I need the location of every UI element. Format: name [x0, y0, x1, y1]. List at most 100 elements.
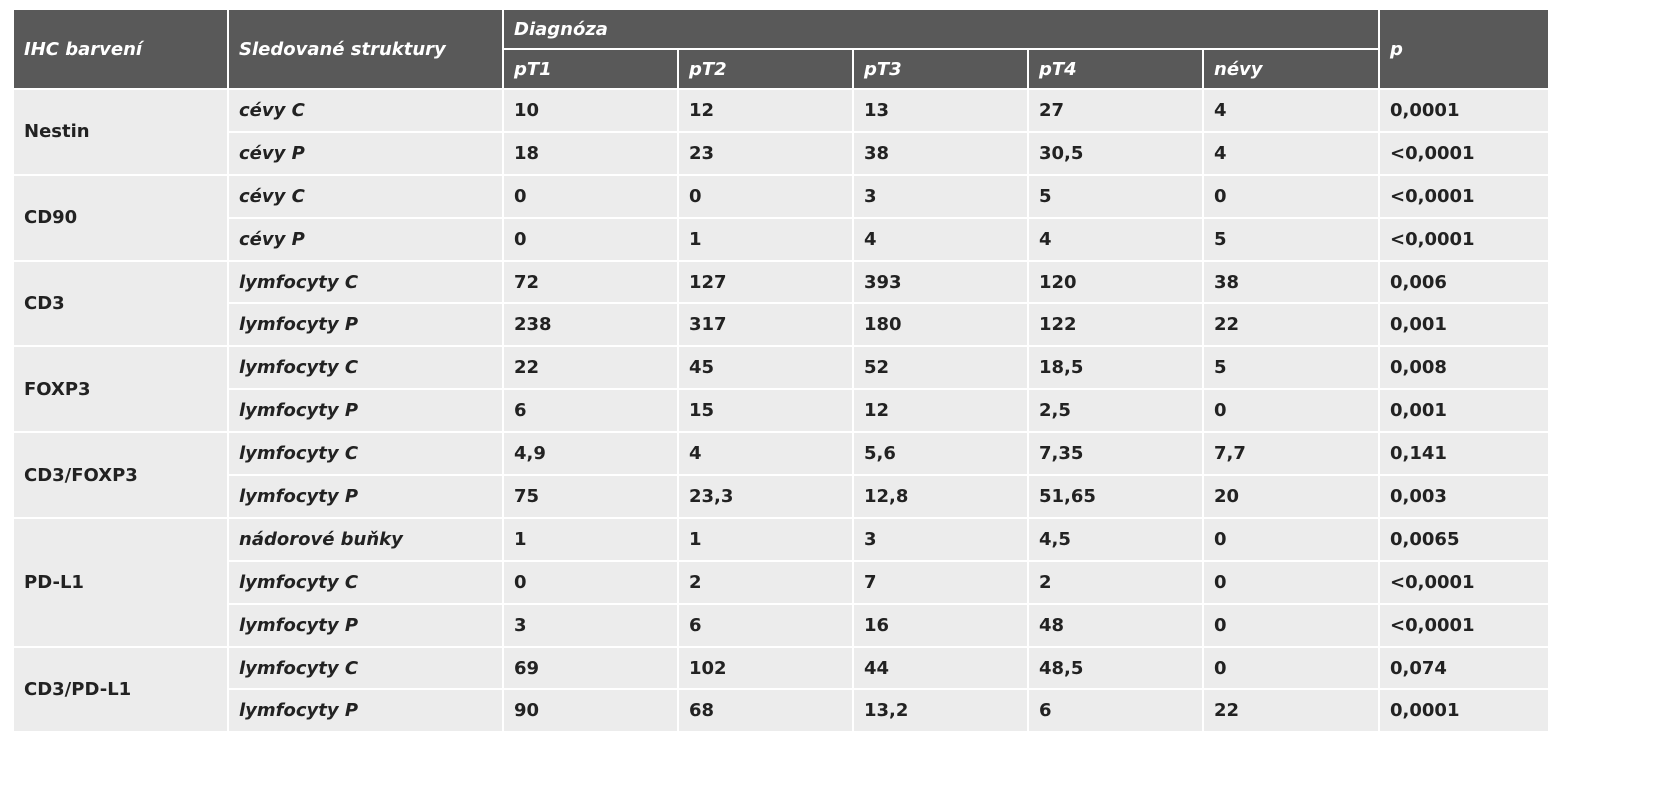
results-table: IHC barvení Sledované struktury Diagnóza… — [12, 8, 1551, 734]
value-cell: 7 — [852, 559, 1029, 605]
structure-cell: lymfocyty P — [227, 474, 504, 519]
value-cell: 18 — [502, 130, 679, 176]
table-row: CD3/FOXP3 lymfocyty C 4,9 4 5,6 7,35 7,7 0,141 — [12, 431, 1551, 519]
value-cell: 13 — [852, 88, 1029, 133]
value-cell: 52 — [852, 345, 1029, 391]
p-cell: <0,0001 — [1378, 602, 1551, 648]
value-cell: 4 — [1201, 88, 1381, 133]
value-cell: 72 — [502, 259, 679, 305]
value-cell: 3 — [852, 516, 1029, 562]
value-cell: 18,5 — [1027, 345, 1204, 391]
table-row: CD90 cévy C 0 0 3 5 0 <0,0001 — [12, 173, 1551, 262]
value-cell: 0 — [1201, 516, 1381, 562]
header-cell: Sledované struktury — [227, 8, 504, 90]
header-cell: p — [1378, 8, 1551, 90]
p-cell: 0,0001 — [1378, 688, 1551, 734]
value-cell: 44 — [852, 645, 1029, 691]
value-cell: 238 — [502, 302, 679, 348]
group-cell: CD90 — [12, 173, 229, 262]
value-cell: 0 — [1201, 173, 1381, 219]
table-row: lymfocyty C 0 2 7 2 0 <0,0001 — [13, 559, 1551, 605]
value-cell: 4,5 — [1027, 516, 1204, 562]
value-cell: 4 — [1027, 216, 1204, 262]
value-cell: 38 — [1201, 259, 1381, 305]
structure-cell: cévy P — [227, 130, 504, 176]
value-cell: 4 — [852, 216, 1029, 262]
p-cell: <0,0001 — [1378, 173, 1551, 219]
value-cell: 6 — [502, 388, 679, 434]
value-cell: 0 — [502, 173, 679, 219]
value-cell: 48 — [1027, 602, 1204, 648]
value-cell: 20 — [1201, 474, 1381, 519]
value-cell: 393 — [852, 259, 1029, 305]
p-cell: <0,0001 — [1378, 130, 1551, 176]
value-cell: 4 — [677, 431, 854, 477]
value-cell: 6 — [1027, 688, 1204, 734]
value-cell: 23,3 — [677, 474, 854, 519]
structure-cell: lymfocyty C — [227, 645, 504, 691]
value-cell: 1 — [502, 516, 679, 562]
p-cell: 0,006 — [1378, 259, 1551, 305]
value-cell: 2 — [677, 559, 854, 605]
value-cell: 0 — [1201, 388, 1381, 434]
p-cell: 0,008 — [1378, 345, 1551, 391]
table-row: cévy P 18 23 38 30,5 4 <0,0001 — [13, 130, 1551, 176]
structure-cell: lymfocyty P — [227, 388, 504, 434]
value-cell: 3 — [852, 173, 1029, 219]
value-cell: 120 — [1027, 259, 1204, 305]
value-cell: 12 — [677, 88, 854, 133]
value-cell: 22 — [1201, 302, 1381, 348]
value-cell: 122 — [1027, 302, 1204, 348]
table-row: lymfocyty P 75 23,3 12,8 51,65 20 0,003 — [13, 474, 1551, 519]
value-cell: 7,7 — [1201, 431, 1381, 477]
value-cell: 102 — [677, 645, 854, 691]
header-cell: pT2 — [677, 48, 854, 90]
value-cell: 2,5 — [1027, 388, 1204, 434]
table-row: lymfocyty P 238 317 180 122 22 0,001 — [13, 302, 1551, 348]
value-cell: 0 — [1201, 645, 1381, 691]
structure-cell: lymfocyty P — [227, 688, 504, 734]
value-cell: 12 — [852, 388, 1029, 434]
value-cell: 6 — [677, 602, 854, 648]
structure-cell: nádorové buňky — [227, 516, 504, 562]
table-row: Nestin cévy C 10 12 13 27 4 0,0001 — [12, 88, 1551, 176]
value-cell: 45 — [677, 345, 854, 391]
value-cell: 22 — [1201, 688, 1381, 734]
value-cell: 7,35 — [1027, 431, 1204, 477]
value-cell: 180 — [852, 302, 1029, 348]
table-row: FOXP3 lymfocyty C 22 45 52 18,5 5 0,008 — [12, 345, 1551, 434]
p-cell: <0,0001 — [1378, 559, 1551, 605]
p-cell: 0,001 — [1378, 388, 1551, 434]
group-cell: CD3 — [12, 259, 229, 348]
value-cell: 0 — [502, 559, 679, 605]
p-cell: 0,141 — [1378, 431, 1551, 477]
value-cell: 27 — [1027, 88, 1204, 133]
table-header: IHC barvení Sledované struktury Diagnóza… — [12, 8, 1551, 90]
value-cell: 10 — [502, 88, 679, 133]
value-cell: 0 — [1201, 602, 1381, 648]
table-body: Nestin cévy C 10 12 13 27 4 0,0001 cévy P 18 23 38 3… — [12, 88, 1551, 734]
table-row: lymfocyty P 6 15 12 2,5 0 0,001 — [13, 388, 1551, 434]
header-cell: pT4 — [1027, 48, 1204, 90]
p-cell: 0,003 — [1378, 474, 1551, 519]
header-cell: névy — [1201, 48, 1381, 90]
value-cell: 51,65 — [1027, 474, 1204, 519]
structure-cell: lymfocyty C — [227, 559, 504, 605]
p-cell: 0,074 — [1378, 645, 1551, 691]
p-cell: 0,0065 — [1378, 516, 1551, 562]
header-cell: IHC barvení — [12, 8, 229, 90]
value-cell: 317 — [677, 302, 854, 348]
group-cell: Nestin — [12, 88, 229, 176]
structure-cell: lymfocyty C — [227, 345, 504, 391]
value-cell: 0 — [502, 216, 679, 262]
value-cell: 0 — [1201, 559, 1381, 605]
table-row: cévy P 0 1 4 4 5 <0,0001 — [13, 216, 1551, 262]
value-cell: 127 — [677, 259, 854, 305]
value-cell: 38 — [852, 130, 1029, 176]
value-cell: 5 — [1201, 345, 1381, 391]
value-cell: 13,2 — [852, 688, 1029, 734]
table-row: CD3 lymfocyty C 72 127 393 120 38 0,006 — [12, 259, 1551, 348]
group-cell: CD3/PD-L1 — [12, 645, 229, 734]
header-cell: pT3 — [852, 48, 1029, 90]
